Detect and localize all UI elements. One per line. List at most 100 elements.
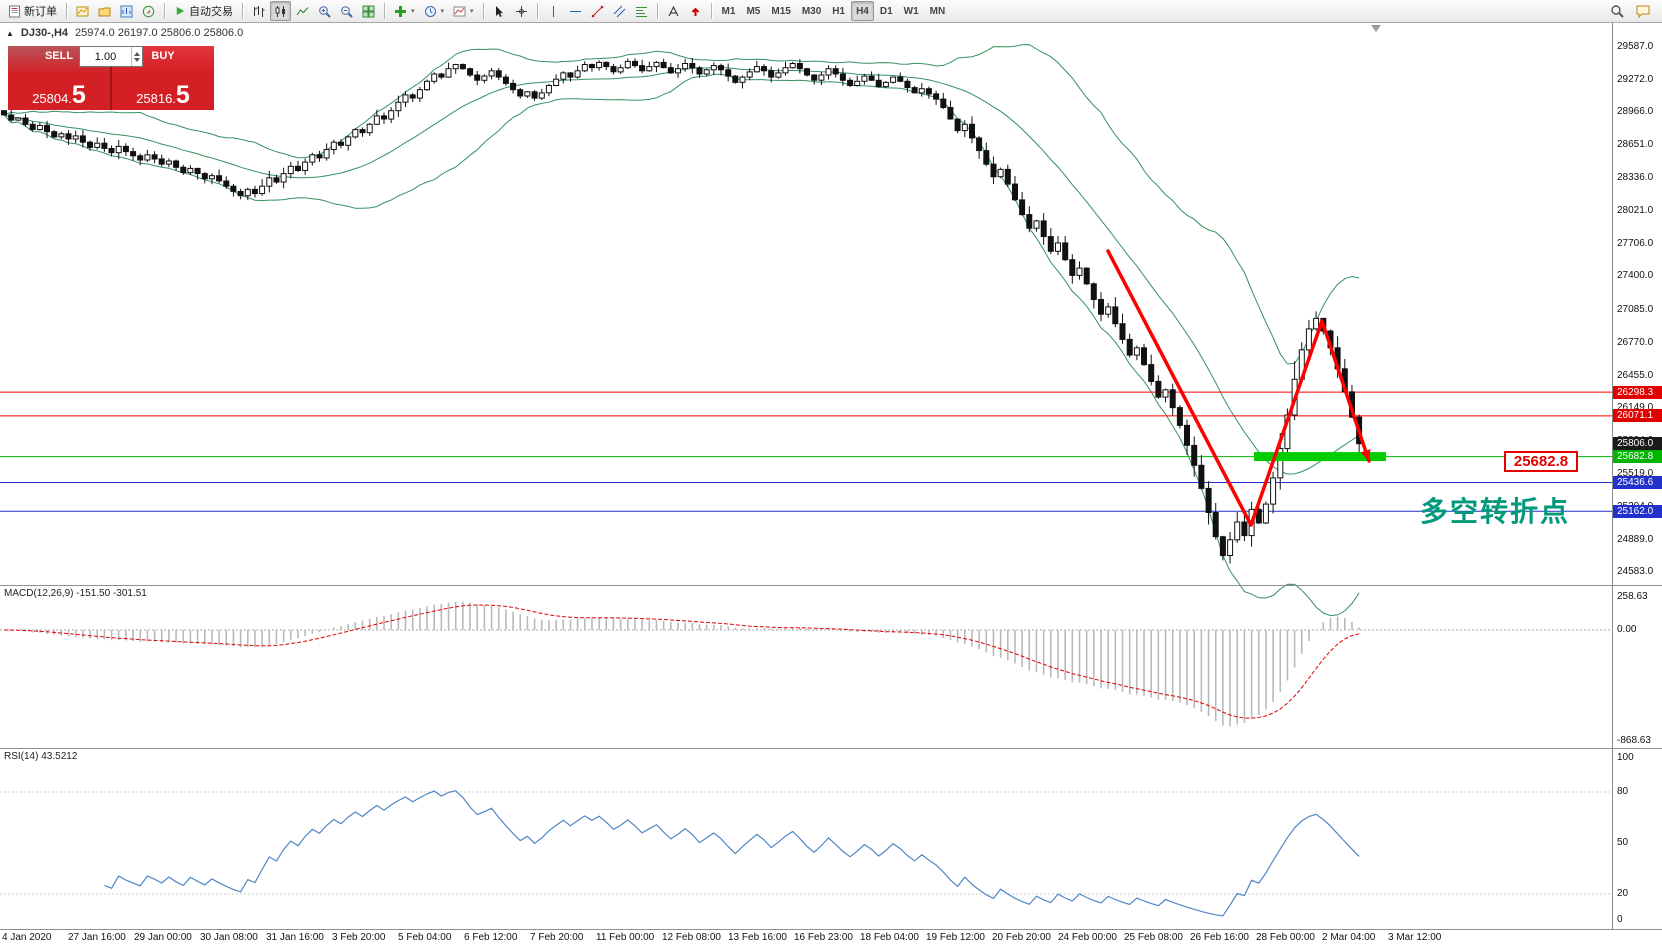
timeframe-w1[interactable]: W1 bbox=[899, 1, 924, 21]
crosshair-icon bbox=[515, 5, 527, 17]
chart-canvas[interactable] bbox=[0, 23, 1612, 944]
trendline-icon bbox=[591, 5, 603, 17]
toolbar-separator bbox=[384, 3, 385, 19]
volume-input[interactable]: 1.00 bbox=[79, 46, 143, 67]
time-label: 3 Feb 20:00 bbox=[332, 932, 386, 943]
toolbar-separator bbox=[710, 3, 712, 19]
fibonacci-tool-button[interactable] bbox=[631, 1, 652, 21]
volume-spinner[interactable] bbox=[131, 47, 142, 66]
macd-panel-separator[interactable] bbox=[0, 585, 1662, 586]
rsi-label: RSI(14) 43.5212 bbox=[4, 751, 78, 762]
autotrading-button[interactable]: 自动交易 bbox=[170, 1, 237, 21]
navigator-button[interactable] bbox=[138, 1, 159, 21]
timeframe-mn[interactable]: MN bbox=[925, 1, 951, 21]
timeframe-m15[interactable]: M15 bbox=[766, 1, 795, 21]
new-chart-button[interactable] bbox=[72, 1, 93, 21]
price-tick: 28336.0 bbox=[1617, 172, 1654, 184]
time-label: 2 Mar 04:00 bbox=[1322, 932, 1376, 943]
horizontal-line-tool-button[interactable] bbox=[565, 1, 586, 21]
time-label: 29 Jan 00:00 bbox=[134, 932, 192, 943]
crosshair-tool-button[interactable] bbox=[511, 1, 532, 21]
vertical-line-tool-button[interactable] bbox=[543, 1, 564, 21]
cursor-tool-button[interactable] bbox=[489, 1, 510, 21]
autotrading-label: 自动交易 bbox=[189, 6, 233, 18]
time-label: 5 Feb 04:00 bbox=[398, 932, 452, 943]
time-axis-separator bbox=[0, 929, 1662, 930]
ohlc-values: 25974.0 26197.0 25806.0 25806.0 bbox=[75, 27, 244, 39]
zoom-in-button[interactable] bbox=[314, 1, 335, 21]
candlestick-chart-button[interactable] bbox=[270, 1, 291, 21]
trendline-tool-button[interactable] bbox=[587, 1, 608, 21]
price-badge: 26298.3 bbox=[1613, 385, 1662, 399]
rsi-axis-value: 20 bbox=[1617, 888, 1629, 899]
new-order-label: 新订单 bbox=[24, 6, 57, 18]
line-chart-icon bbox=[296, 6, 309, 15]
volume-up-arrow-icon[interactable] bbox=[134, 51, 140, 56]
price-tick: 28021.0 bbox=[1617, 205, 1654, 217]
timeframe-d1[interactable]: D1 bbox=[875, 1, 898, 21]
timeframe-m1[interactable]: M1 bbox=[717, 1, 741, 21]
timeframe-m5[interactable]: M5 bbox=[741, 1, 765, 21]
cursor-icon bbox=[495, 5, 503, 17]
timeframe-m30[interactable]: M30 bbox=[797, 1, 826, 21]
volume-down-arrow-icon[interactable] bbox=[134, 57, 140, 62]
toolbar: 新订单 自动交易 ▾ ▾ ▾ bbox=[0, 0, 1662, 23]
toolbar-separator bbox=[482, 3, 484, 19]
timeframe-h4[interactable]: H4 bbox=[851, 1, 874, 21]
toolbar-separator bbox=[656, 3, 658, 19]
price-badge: 26071.1 bbox=[1613, 409, 1662, 423]
dropdown-caret-icon: ▾ bbox=[411, 8, 415, 15]
tile-windows-button[interactable] bbox=[358, 1, 379, 21]
templates-button[interactable]: ▾ bbox=[449, 1, 478, 21]
toolbar-right-group bbox=[1606, 1, 1658, 21]
time-label: 27 Jan 16:00 bbox=[68, 932, 126, 943]
add-indicator-button[interactable]: ▾ bbox=[390, 1, 419, 21]
price-tick: 25519.0 bbox=[1617, 467, 1654, 479]
price-tick: 24583.0 bbox=[1617, 566, 1654, 578]
price-badge: 25162.0 bbox=[1613, 504, 1662, 518]
time-label: 12 Feb 08:00 bbox=[662, 932, 721, 943]
price-tick: 26149.0 bbox=[1617, 401, 1654, 413]
toolbar-separator bbox=[242, 3, 243, 19]
time-label: 16 Feb 23:00 bbox=[794, 932, 853, 943]
timeframe-h1[interactable]: H1 bbox=[827, 1, 850, 21]
clock-icon bbox=[424, 5, 436, 17]
candles bbox=[1, 58, 1363, 564]
time-label: 30 Jan 08:00 bbox=[200, 932, 258, 943]
periods-button[interactable]: ▾ bbox=[420, 1, 449, 21]
symbol-label: DJ30-,H4 bbox=[20, 27, 68, 39]
annotation-text[interactable]: 多空转折点 bbox=[1420, 496, 1571, 527]
profiles-button[interactable] bbox=[94, 1, 115, 21]
chat-button[interactable] bbox=[1632, 1, 1654, 21]
collapse-arrow-icon[interactable]: ▲ bbox=[6, 28, 14, 38]
price-tick: 27706.0 bbox=[1617, 238, 1654, 250]
price-badge: 25806.0 bbox=[1613, 437, 1662, 451]
time-label: 20 Feb 20:00 bbox=[992, 932, 1051, 943]
text-tool-button[interactable] bbox=[663, 1, 684, 21]
time-label: 24 Feb 00:00 bbox=[1058, 932, 1117, 943]
price-alert-label[interactable]: 25682.8 bbox=[1504, 451, 1578, 472]
market-watch-button[interactable] bbox=[116, 1, 137, 21]
price-tick: 27085.0 bbox=[1617, 303, 1654, 315]
time-label: 11 Feb 00:00 bbox=[596, 932, 655, 943]
dropdown-caret-icon: ▾ bbox=[440, 8, 445, 15]
dropdown-caret-icon: ▾ bbox=[470, 8, 474, 15]
chart-shift-marker-icon[interactable] bbox=[1371, 25, 1381, 32]
rsi-axis-value: 80 bbox=[1617, 786, 1629, 797]
new-order-button[interactable]: 新订单 bbox=[4, 1, 61, 21]
template-icon bbox=[453, 6, 466, 16]
arrows-tool-button[interactable] bbox=[685, 1, 706, 21]
bar-chart-button[interactable] bbox=[248, 1, 269, 21]
price-axis[interactable]: 29587.0 29272.0 28966.0 28651.0 28336.0 28021… bbox=[1612, 23, 1662, 944]
time-axis[interactable]: 4 Jan 2020 27 Jan 16:00 29 Jan 00:00 30 Jan… bbox=[0, 930, 1662, 944]
rsi-panel-separator[interactable] bbox=[0, 748, 1662, 749]
price-tick: 28651.0 bbox=[1617, 139, 1654, 151]
channel-tool-button[interactable] bbox=[609, 1, 630, 21]
time-label: 25 Feb 08:00 bbox=[1124, 932, 1183, 943]
price-tick: 29272.0 bbox=[1617, 74, 1654, 86]
zoom-out-button[interactable] bbox=[336, 1, 357, 21]
search-button[interactable] bbox=[1606, 1, 1628, 21]
macd-panel bbox=[0, 601, 1612, 727]
line-chart-button[interactable] bbox=[292, 1, 313, 21]
toolbar-separator bbox=[66, 3, 67, 19]
